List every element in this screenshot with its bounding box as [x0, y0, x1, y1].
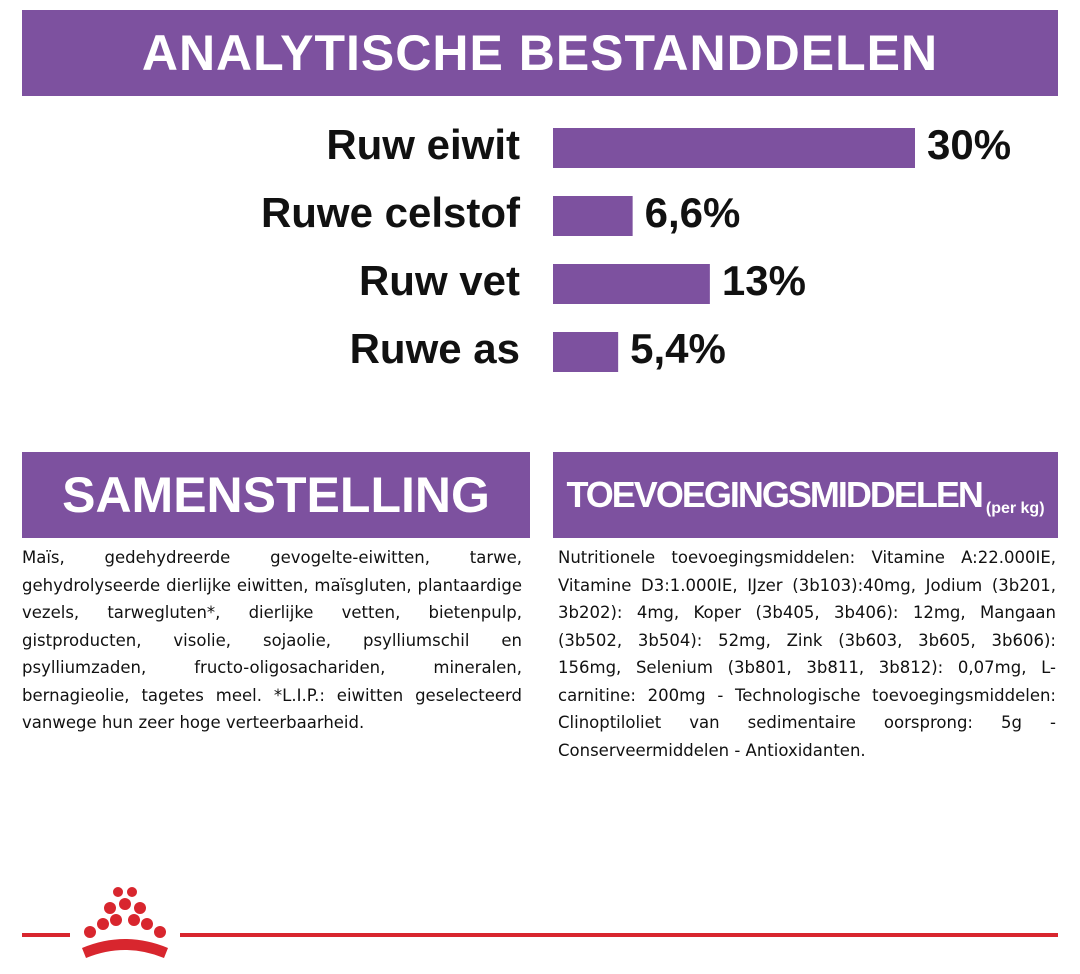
category-label: Ruwe celstof	[261, 189, 521, 236]
section-title: TOEVOEGINGSMIDDELEN	[566, 474, 983, 515]
chart: Ruw eiwit 30% Ruwe celstof 6,6% Ruw vet 13% Ru…	[261, 121, 1011, 372]
section-title: SAMENSTELLING	[62, 467, 490, 523]
category-label: Ruw vet	[359, 257, 520, 304]
bar	[553, 128, 915, 168]
composition-text: Maïs, gedehydreerde gevogelte-eiwitten, …	[22, 548, 522, 732]
bar	[553, 264, 710, 304]
title-banner: ANALYTISCHE BESTANDDELEN	[22, 10, 1058, 96]
section-header: TOEVOEGINGSMIDDELEN (per kg)	[553, 452, 1058, 538]
section-header: SAMENSTELLING	[22, 452, 530, 538]
category-label: Ruwe as	[350, 325, 520, 372]
footer	[22, 887, 1058, 958]
value-label: 30%	[927, 121, 1011, 168]
unit: (per kg)	[985, 500, 1045, 517]
bar	[553, 196, 633, 236]
bar	[553, 332, 619, 372]
title: ANALYTISCHE BESTANDDELEN	[141, 25, 939, 81]
value-label: 13%	[722, 257, 806, 304]
value-label: 6,6%	[645, 189, 741, 236]
category-label: Ruw eiwit	[326, 121, 520, 168]
value-label: 5,4%	[630, 325, 726, 372]
additives-text: Nutritionele toevoegingsmiddelen: Vitami…	[558, 548, 1056, 760]
crown-logo	[70, 887, 180, 958]
